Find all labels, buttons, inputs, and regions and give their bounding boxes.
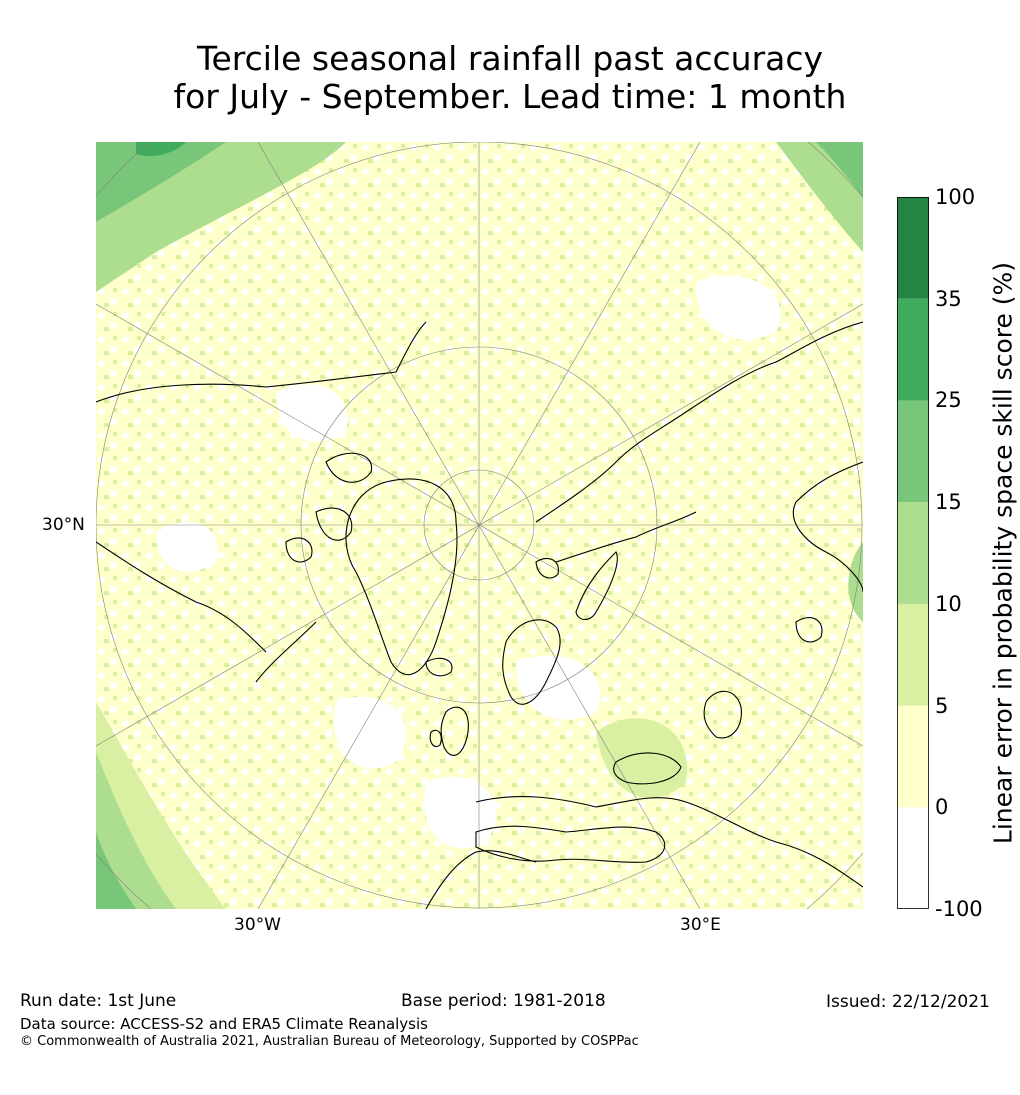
- colorbar-bin-5: [897, 298, 929, 401]
- colorbar-tick-label: 15: [935, 490, 962, 515]
- base-period: Base period: 1981-2018: [401, 991, 606, 1011]
- run-date: Run date: 1st June: [20, 991, 177, 1011]
- north-america-coast: [96, 321, 427, 683]
- svalbard-coast: [535, 557, 559, 579]
- mediterranean-coast: [475, 825, 666, 863]
- colorbar-tick-label: 35: [935, 286, 962, 311]
- caspian-sea-coast: [703, 690, 742, 739]
- chart-title: Tercile seasonal rainfall past accuracy …: [0, 40, 1020, 116]
- colorbar-bin-4: [897, 400, 929, 503]
- colorbar-tick-label: 100: [935, 185, 976, 209]
- colorbar-bin-1: [897, 705, 929, 808]
- russia-coast: [535, 321, 863, 563]
- lon-label-30e: 30°E: [680, 915, 721, 935]
- colorbar: [897, 197, 929, 909]
- colorbar-tick-label: 10: [935, 591, 962, 616]
- coastlines: [96, 321, 863, 909]
- data-source: Data source: ACCESS-S2 and ERA5 Climate …: [20, 1015, 428, 1033]
- polar-map: [96, 142, 863, 909]
- colorbar-bin-6: [897, 197, 929, 299]
- graticule: [96, 142, 863, 909]
- colorbar-tick-label: 0: [935, 795, 949, 820]
- europe-coast: [425, 796, 863, 909]
- iceland-coast: [425, 657, 453, 677]
- title-line-2: for July - September. Lead time: 1 month: [173, 77, 847, 116]
- british-isles-coast: [429, 706, 469, 756]
- scandinavia-coast: [502, 619, 561, 705]
- greenland-coast: [345, 478, 458, 675]
- title-line-1: Tercile seasonal rainfall past accuracy: [196, 39, 824, 78]
- map-background: [96, 142, 863, 909]
- colorbar-tick-label: -100: [935, 897, 983, 921]
- colorbar-frame: [897, 197, 929, 909]
- colorbar-tick-label: 25: [935, 388, 962, 413]
- lat-label-30n: 30°N: [42, 515, 85, 535]
- colorbar-bin-3: [897, 502, 929, 604]
- lon-label-30w: 30°W: [234, 915, 281, 935]
- east-asia-coast: [792, 461, 863, 643]
- colorbar-tick-label: 5: [935, 693, 949, 718]
- copyright: © Commonwealth of Australia 2021, Austra…: [20, 1034, 639, 1049]
- colorbar-bin-2: [897, 603, 929, 706]
- issued-date: Issued: 22/12/2021: [826, 992, 990, 1012]
- canadian-arctic-islands: [285, 452, 372, 563]
- colorbar-title: Linear error in probability space skill …: [988, 261, 1018, 845]
- colorbar-bin-0: [897, 807, 929, 909]
- black-sea-coast: [613, 752, 682, 785]
- skill-patches: [96, 142, 863, 909]
- novaya-zemlya-coast: [575, 551, 618, 621]
